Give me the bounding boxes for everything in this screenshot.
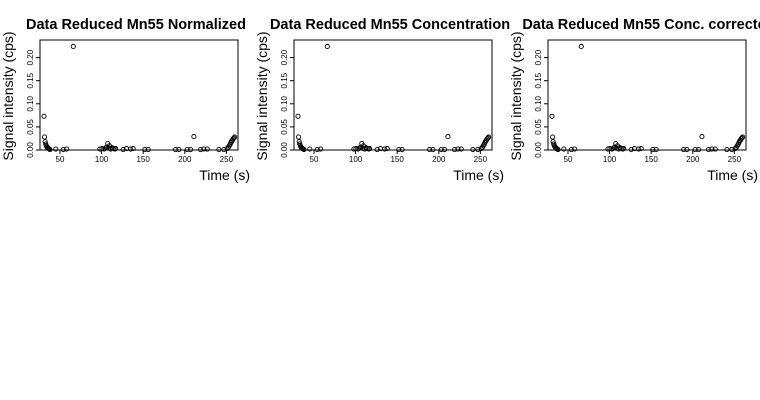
chart-panel-1: Data Reduced Mn55 Normalized 50 100 150 200 2… bbox=[0, 17, 250, 183]
y-axis-label: Signal intensity (cps) bbox=[508, 31, 524, 160]
y-tick-label: 0.05 bbox=[26, 119, 35, 135]
chart-title: Data Reduced Mn55 Normalized bbox=[26, 17, 246, 33]
data-point bbox=[636, 146, 642, 152]
data-points bbox=[549, 43, 746, 153]
y-tick-label: 0.00 bbox=[280, 142, 289, 158]
data-points bbox=[295, 43, 492, 153]
y-axis-label: Signal intensity (cps) bbox=[0, 31, 16, 160]
data-point bbox=[578, 43, 584, 50]
data-point bbox=[712, 146, 718, 152]
x-tick-label: 200 bbox=[432, 155, 446, 164]
plot-frame bbox=[293, 39, 493, 151]
data-point bbox=[231, 135, 237, 141]
data-point bbox=[191, 134, 197, 140]
y-tick-label: 0.15 bbox=[280, 72, 289, 88]
x-tick-label: 250 bbox=[474, 155, 488, 164]
x-tick-label: 50 bbox=[310, 155, 319, 164]
data-point bbox=[549, 113, 555, 119]
data-points bbox=[41, 43, 238, 153]
y-tick-label: 0.10 bbox=[280, 95, 289, 111]
x-tick-label: 200 bbox=[178, 155, 192, 164]
plot-frame bbox=[39, 39, 239, 151]
x-tick-label: 150 bbox=[136, 155, 150, 164]
data-point bbox=[561, 146, 567, 152]
data-point bbox=[296, 134, 302, 140]
data-point bbox=[318, 146, 324, 152]
data-point bbox=[458, 146, 464, 152]
y-tick-label: 0.05 bbox=[534, 119, 543, 135]
data-point bbox=[709, 146, 715, 152]
chart-title: Data Reduced Mn55 Conc. correcte bbox=[522, 17, 760, 33]
plot-frame bbox=[547, 39, 747, 151]
data-point bbox=[445, 134, 451, 140]
chart-panel-2: Data Reduced Mn55 Concentration 50 100 150 2… bbox=[254, 17, 510, 183]
data-point bbox=[204, 146, 210, 152]
data-point bbox=[572, 146, 578, 152]
data-point bbox=[485, 135, 491, 141]
y-tick-label: 0.10 bbox=[26, 95, 35, 111]
x-axis-label: Time (s) bbox=[453, 167, 504, 183]
data-point bbox=[324, 43, 330, 50]
x-tick-label: 150 bbox=[644, 155, 658, 164]
y-tick-label: 0.05 bbox=[280, 119, 289, 135]
y-tick-label: 0.15 bbox=[534, 72, 543, 88]
x-tick-label: 150 bbox=[390, 155, 404, 164]
x-tick-label: 250 bbox=[220, 155, 234, 164]
y-tick-label: 0.20 bbox=[534, 49, 543, 65]
data-point bbox=[53, 146, 59, 152]
chart-title: Data Reduced Mn55 Concentration bbox=[270, 17, 510, 33]
data-point bbox=[130, 146, 136, 152]
data-point bbox=[41, 113, 47, 119]
data-point bbox=[621, 146, 627, 152]
data-point bbox=[739, 135, 745, 141]
data-point bbox=[42, 134, 48, 140]
x-tick-label: 50 bbox=[564, 155, 573, 164]
y-tick-label: 0.00 bbox=[26, 142, 35, 158]
x-tick-label: 50 bbox=[56, 155, 65, 164]
data-point bbox=[70, 43, 76, 50]
x-tick-label: 100 bbox=[95, 155, 109, 164]
data-point bbox=[128, 146, 134, 152]
data-point bbox=[64, 146, 70, 152]
data-point bbox=[699, 134, 705, 140]
x-axis-label: Time (s) bbox=[199, 167, 250, 183]
x-axis-label: Time (s) bbox=[707, 167, 758, 183]
y-tick-label: 0.15 bbox=[26, 72, 35, 88]
x-tick-label: 100 bbox=[349, 155, 363, 164]
data-point bbox=[384, 146, 390, 152]
y-tick-label: 0.20 bbox=[26, 49, 35, 65]
data-point bbox=[307, 146, 313, 152]
data-point bbox=[295, 113, 301, 119]
data-point bbox=[232, 134, 238, 140]
data-point bbox=[740, 134, 746, 140]
data-point bbox=[113, 146, 119, 152]
data-point bbox=[638, 146, 644, 152]
data-point bbox=[201, 146, 207, 152]
y-tick-label: 0.20 bbox=[280, 49, 289, 65]
data-point bbox=[455, 146, 461, 152]
y-axis-label: Signal intensity (cps) bbox=[254, 31, 270, 160]
x-tick-label: 200 bbox=[686, 155, 700, 164]
data-point bbox=[367, 146, 373, 152]
data-point bbox=[382, 146, 388, 152]
x-tick-label: 100 bbox=[603, 155, 617, 164]
y-tick-label: 0.10 bbox=[534, 95, 543, 111]
data-point bbox=[486, 134, 492, 140]
data-point bbox=[550, 134, 556, 140]
y-tick-label: 0.00 bbox=[534, 142, 543, 158]
x-tick-label: 250 bbox=[728, 155, 742, 164]
chart-panel-3: Data Reduced Mn55 Conc. correcte 50 100 150… bbox=[508, 17, 760, 183]
